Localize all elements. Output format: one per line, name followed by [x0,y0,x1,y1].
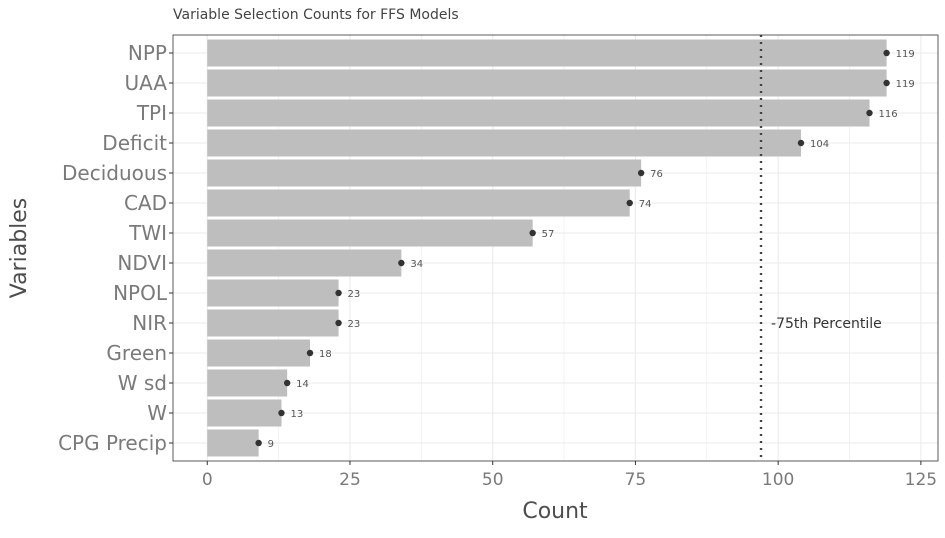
value-labels-layer: 119 119 116 104 76 74 57 34 23 23 18 14 13 9 [268,49,915,450]
bar [207,99,870,127]
data-point [398,259,405,267]
bar [207,399,282,427]
bar [207,309,339,337]
bar [207,249,402,277]
y-tick-label: NDVI [117,251,167,275]
bar [207,429,259,457]
bar [207,219,533,247]
data-point [883,79,890,87]
bar [207,189,630,217]
value-label: 119 [896,49,915,60]
data-point [283,379,291,387]
value-label: 104 [810,139,829,150]
y-tick-label: Deciduous [62,161,167,185]
data-point [883,49,890,57]
value-label: 13 [290,409,303,420]
value-label: 57 [542,229,555,240]
data-point [797,139,805,147]
value-label: 34 [410,259,423,270]
y-tick-label: Green [106,341,167,365]
data-point [529,229,536,237]
bars-layer [207,39,887,457]
value-label: 14 [296,379,309,390]
y-tick-label: CAD [124,191,167,215]
bar [207,69,887,97]
value-label: 23 [348,289,361,300]
y-tick-label: TWI [128,221,167,245]
x-axis-title: Count [522,499,588,524]
x-tick-label: 50 [482,470,504,490]
value-label: 116 [878,109,897,120]
x-tick-label: 100 [762,470,794,490]
bar [207,39,887,67]
bar [207,159,642,187]
bar [207,339,311,367]
y-tick-label: NIR [132,311,167,335]
data-point [255,439,262,447]
y-tick-label: NPOL [113,281,168,305]
y-tick-label: W sd [118,371,167,395]
reference-layer: -75th Percentile [759,35,882,461]
value-label: 23 [348,319,361,330]
bar [207,129,801,157]
x-tick-label: 125 [905,470,937,490]
x-tick-label: 25 [339,470,361,490]
y-tick-label: NPP [128,41,167,65]
data-point [306,349,314,357]
bar [207,369,288,397]
value-label: 76 [650,169,663,180]
y-tick-label: TPI [136,101,167,125]
data-point [637,169,645,177]
data-point [278,409,285,417]
value-label: 119 [896,79,915,90]
value-label: 18 [319,349,332,360]
y-axis-title: Variables [7,198,32,299]
y-tick-label: CPG Precip [58,431,167,455]
bar [207,279,339,307]
data-point [626,199,633,207]
value-label: 74 [639,199,652,210]
reference-line-label: -75th Percentile [771,316,882,332]
points-layer [255,49,890,447]
plot-panel [173,35,938,461]
chart-title: Variable Selection Counts for FFS Models [173,7,459,23]
y-tick-label: W [147,401,167,425]
plot-border [172,34,939,462]
x-tick-labels: 0 25 50 75 100 125 [202,461,937,490]
value-label: 9 [268,439,274,450]
data-point [335,319,342,327]
y-tick-labels: NPP UAA TPI Deficit Deciduous CAD TWI NDVI NPOL N… [58,41,173,455]
y-tick-label: Deficit [102,131,167,155]
x-tick-label: 0 [202,470,213,490]
data-point [866,109,873,117]
y-tick-label: UAA [124,71,167,95]
x-tick-label: 75 [625,470,647,490]
data-point [335,289,342,297]
